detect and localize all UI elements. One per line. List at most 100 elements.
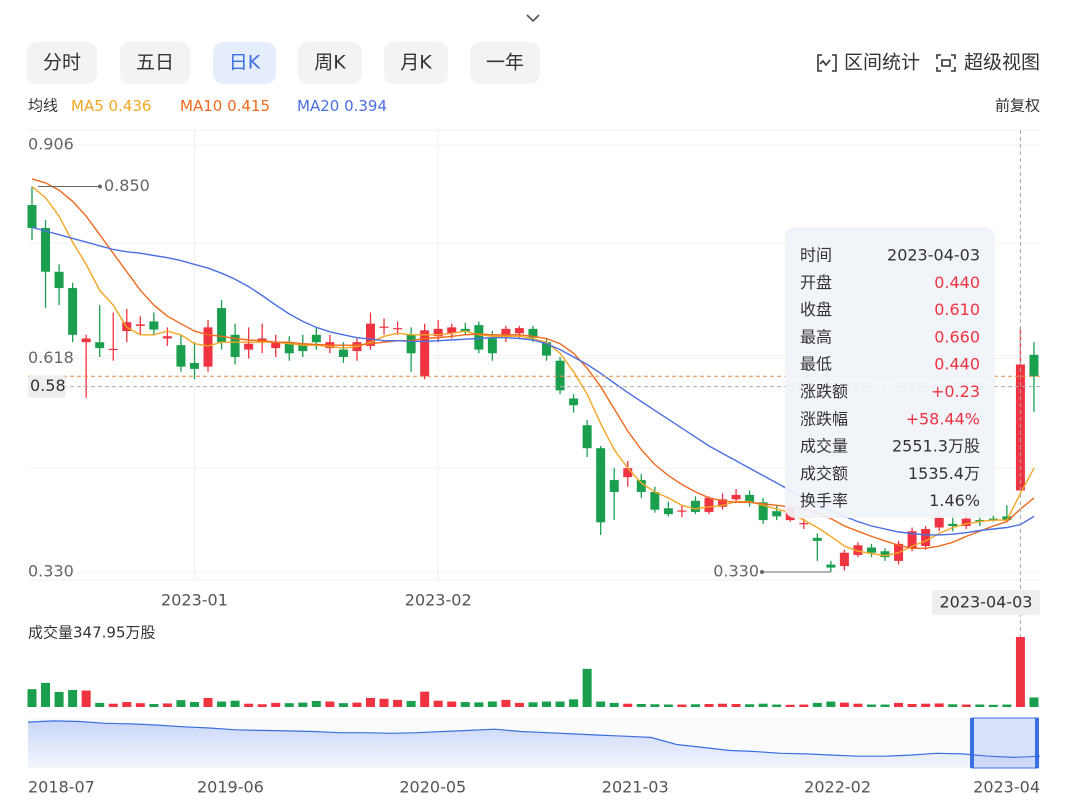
candle-body [826,564,836,568]
tooltip-value: +58.44% [906,409,980,428]
volume-bar [244,703,254,707]
tooltip-value: 1.46% [929,491,980,510]
volume-bar [880,704,890,707]
volume-bar [785,704,795,707]
volume-bar [663,704,673,707]
candle-body [393,328,403,330]
x-tick-label: 2023-01 [161,591,228,610]
tab-button[interactable] [27,42,97,84]
volume-bar [298,702,308,707]
volume-bar [284,703,294,707]
volume-bar [68,689,78,707]
candle-body [542,342,552,356]
volume-bar [839,702,849,707]
candle-body [650,491,660,510]
candle-body [839,552,849,567]
volume-bar [731,703,741,707]
volume-bar [108,703,118,707]
y-tick-label: 0.618 [28,348,74,367]
tab-button[interactable] [298,42,362,84]
tab-button[interactable] [120,42,190,84]
volume-bar [1015,637,1025,707]
crosshair-price-box [28,375,66,398]
volume-bar [325,701,335,707]
volume-bar [812,702,822,707]
candle-body [1029,354,1039,377]
candle-body [799,523,809,525]
candle-body [149,321,159,330]
crosshair-price: 0.58 [30,376,66,395]
volume-bar [217,701,227,707]
tooltip-key: 成交额 [800,464,848,483]
volume-bar [447,701,457,707]
volume-bar [81,690,91,707]
ma-line [31,178,1035,549]
volume-bar [704,703,714,707]
tooltip-value: 1535.4万 [908,464,980,483]
tooltip-value: 0.440 [934,355,980,374]
candle-body [366,323,375,346]
volume-bar [975,704,985,707]
candle-body [853,545,863,555]
candle-body [921,529,931,547]
volume-bar [894,702,904,707]
volume-bar [907,703,917,707]
candle-body [988,518,998,521]
ma-value: 0.436 [109,97,152,115]
volume-bar [514,702,524,707]
volume-bar [406,700,416,707]
candle-body [948,523,958,527]
tooltip-value: +0.23 [931,382,980,401]
volume-bar [866,704,876,707]
volume-bar [988,704,998,707]
candle-body [745,494,755,503]
candle-body [447,327,457,334]
navigator-window[interactable] [971,717,1039,769]
volume-bar [772,704,782,707]
tooltip-key: 时间 [800,246,832,265]
volume-bar [338,703,348,707]
super-view-icon[interactable] [936,54,956,72]
ma-name: MA10 [180,97,222,115]
tab-button[interactable] [470,42,540,84]
volume-bar [758,703,768,707]
volume-bar [853,703,863,707]
tooltip-key: 收盘 [800,300,832,319]
volume-bar [95,702,105,707]
tab-label: 五日 [136,52,174,74]
candle-body [162,336,172,339]
tab-label: 分时 [43,52,81,74]
volume-bar [569,699,579,707]
y-tick-label: 0.906 [28,135,74,154]
volume-bar [162,703,172,707]
candle-body [203,327,213,367]
tab-label: 一年 [486,52,524,74]
tooltip-key: 成交量 [800,437,848,456]
candle-body [961,518,971,527]
candle-body [135,324,145,326]
candle-body [934,516,944,528]
volume-bar [393,699,403,707]
range-stat-icon[interactable] [817,54,837,72]
volume-bar [460,702,470,707]
volume-bar [271,702,281,707]
navigator-label: 2019-06 [197,778,264,797]
volume-bar [311,700,321,707]
candle-body [244,343,254,350]
x-tick-label: 2023-02 [405,591,472,610]
tab-button[interactable] [384,42,448,84]
navigator-label: 2018-07 [28,778,95,797]
tab-label: 周K [314,52,346,74]
tooltip-value: 2023-04-03 [887,246,980,265]
tab-button[interactable] [213,42,276,84]
crosshair-date: 2023-04-03 [940,593,1033,612]
candle-body [406,334,416,354]
candle-body [623,468,633,478]
collapse-chevron[interactable] [526,14,540,23]
tooltip-key: 换手率 [800,491,848,510]
volume-bar [122,702,132,707]
candle-body [636,480,646,492]
max-label: 0.850 [104,176,150,195]
candle-body [1002,516,1012,521]
candle-body [772,511,782,517]
